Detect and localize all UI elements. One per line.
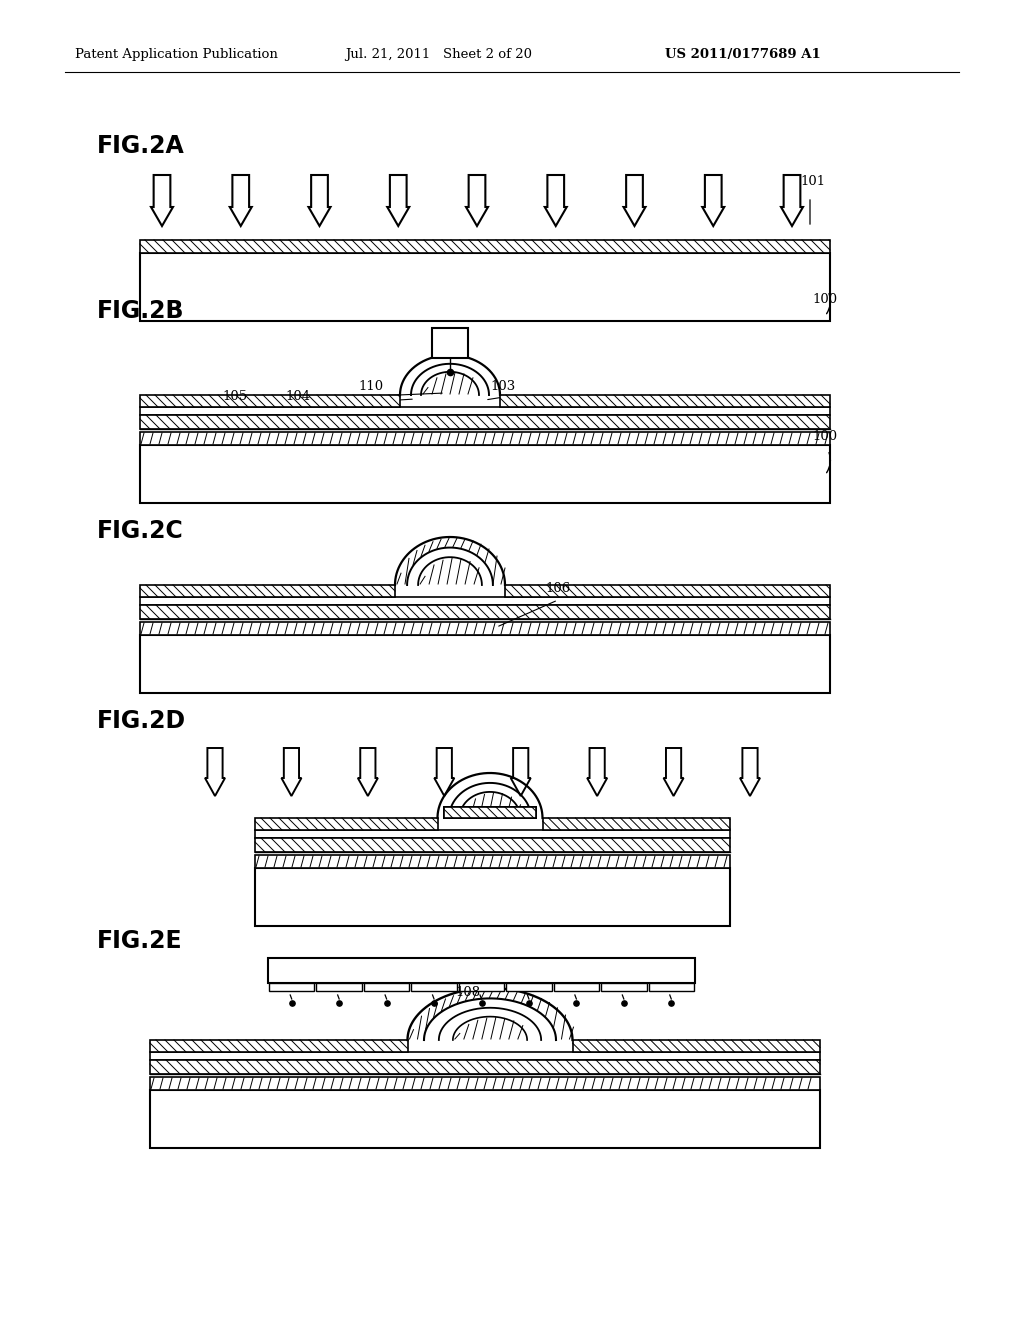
Polygon shape xyxy=(740,748,760,796)
Text: 103: 103 xyxy=(490,380,515,393)
Bar xyxy=(255,818,437,830)
Bar xyxy=(572,1040,820,1052)
Text: 100: 100 xyxy=(812,430,838,444)
Text: 106: 106 xyxy=(545,582,570,595)
Bar xyxy=(140,585,395,597)
Bar xyxy=(140,253,830,321)
Bar xyxy=(443,807,537,818)
Polygon shape xyxy=(624,176,645,226)
Bar xyxy=(443,807,537,818)
Text: Patent Application Publication: Patent Application Publication xyxy=(75,48,278,61)
Text: FIG.2A: FIG.2A xyxy=(97,135,184,158)
Bar xyxy=(140,635,830,693)
Bar xyxy=(150,1060,820,1074)
Bar xyxy=(432,327,468,358)
Bar xyxy=(255,838,730,851)
Bar xyxy=(150,1090,820,1148)
Polygon shape xyxy=(781,176,803,226)
Polygon shape xyxy=(357,748,378,796)
Bar xyxy=(140,407,830,414)
Bar xyxy=(554,983,599,991)
Bar xyxy=(140,240,830,253)
Polygon shape xyxy=(229,176,252,226)
Bar xyxy=(601,983,646,991)
Polygon shape xyxy=(387,176,410,226)
Polygon shape xyxy=(205,748,225,796)
Bar xyxy=(364,983,410,991)
Polygon shape xyxy=(587,748,607,796)
Bar xyxy=(150,1052,820,1060)
Text: 110: 110 xyxy=(358,380,383,393)
Bar xyxy=(140,605,830,619)
Text: FIG.2D: FIG.2D xyxy=(97,709,186,733)
Bar xyxy=(506,983,552,991)
Bar xyxy=(140,597,830,605)
Bar xyxy=(140,445,830,503)
Bar xyxy=(316,983,361,991)
Bar xyxy=(150,1040,408,1052)
Bar xyxy=(500,395,830,407)
Text: 101: 101 xyxy=(800,176,825,187)
Polygon shape xyxy=(434,748,455,796)
Bar xyxy=(255,869,730,927)
Bar xyxy=(269,983,314,991)
Polygon shape xyxy=(664,748,684,796)
Bar xyxy=(150,1077,820,1090)
Text: 100: 100 xyxy=(812,293,838,306)
Bar xyxy=(140,414,830,429)
Text: 104: 104 xyxy=(285,389,310,403)
Bar xyxy=(255,855,730,869)
Text: FIG.2E: FIG.2E xyxy=(97,929,182,953)
Polygon shape xyxy=(151,176,173,226)
Bar xyxy=(543,818,730,830)
Text: Jul. 21, 2011   Sheet 2 of 20: Jul. 21, 2011 Sheet 2 of 20 xyxy=(345,48,532,61)
Polygon shape xyxy=(308,176,331,226)
Text: US 2011/0177689 A1: US 2011/0177689 A1 xyxy=(665,48,821,61)
Bar xyxy=(412,983,457,991)
Polygon shape xyxy=(511,748,530,796)
Bar xyxy=(140,622,830,635)
Polygon shape xyxy=(702,176,724,226)
Bar xyxy=(140,395,400,407)
Bar xyxy=(268,958,695,983)
Polygon shape xyxy=(466,176,488,226)
Text: FIG.2C: FIG.2C xyxy=(97,519,183,543)
Bar xyxy=(505,585,830,597)
Polygon shape xyxy=(545,176,566,226)
Bar xyxy=(648,983,694,991)
Polygon shape xyxy=(282,748,301,796)
Bar xyxy=(255,830,730,838)
Text: 105: 105 xyxy=(222,389,247,403)
Bar xyxy=(140,432,830,445)
Text: 108: 108 xyxy=(455,986,480,999)
Text: FIG.2B: FIG.2B xyxy=(97,300,184,323)
Bar xyxy=(459,983,504,991)
